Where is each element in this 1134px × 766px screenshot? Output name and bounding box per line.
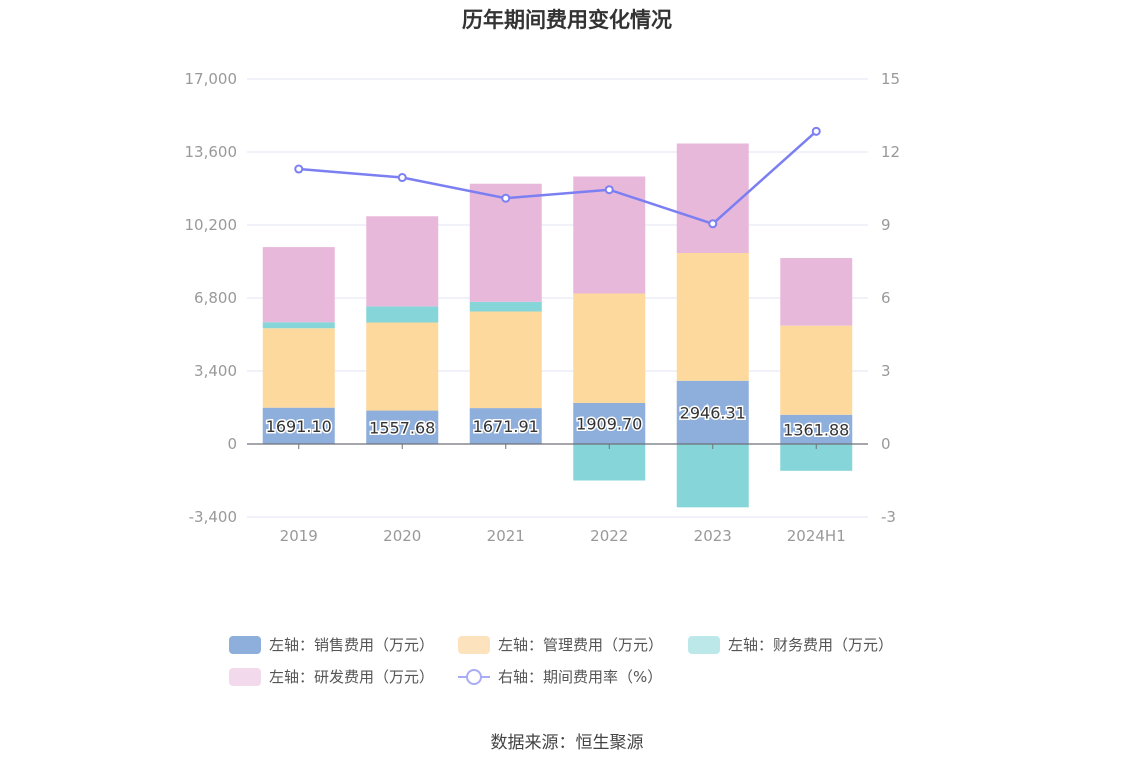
sales-data-label: 1557.68	[369, 418, 435, 437]
right-axis-tick-label: -3	[881, 508, 896, 526]
bar-finance-2023	[676, 444, 749, 508]
right-axis-tick-label: 0	[881, 435, 891, 453]
bar-admin-2023	[676, 252, 749, 381]
bar-admin-2024H1	[780, 325, 853, 415]
bar-sales-2023	[676, 380, 749, 444]
bar-sales-2021	[469, 408, 542, 444]
legend-swatch-sales	[229, 635, 261, 654]
left-axis-tick-label: 13,600	[185, 143, 238, 161]
sales-data-label: 1909.70	[576, 414, 642, 433]
bar-rd-2023	[676, 143, 749, 253]
bar-finance-2019	[262, 322, 335, 329]
bar-rd-2020	[366, 216, 439, 307]
bar-admin-2021	[469, 311, 542, 409]
legend-swatch-rate	[458, 668, 490, 686]
bar-sales-2022	[573, 402, 646, 444]
bar-sales-2024H1	[780, 414, 853, 444]
rate-line	[298, 130, 818, 226]
chart-title: 历年期间费用变化情况	[462, 8, 672, 32]
x-axis-tick-label: 2021	[487, 527, 525, 545]
bar-rd-2024H1	[780, 258, 853, 326]
right-axis-tick-label: 6	[881, 289, 891, 307]
bar-finance-2022	[573, 444, 646, 481]
rate-point	[811, 126, 821, 136]
legend-item-finance[interactable]: 左轴：财务费用（万元）	[688, 634, 893, 655]
bar-admin-2019	[262, 328, 335, 408]
right-axis-tick-label: 15	[881, 70, 900, 88]
left-axis-tick-label: 0	[227, 435, 237, 453]
legend-item-rate[interactable]: 右轴：期间费用率（%）	[458, 666, 662, 687]
bar-sales-2020	[366, 410, 439, 444]
bar-admin-2022	[573, 293, 646, 403]
x-axis-tick-label: 2022	[590, 527, 628, 545]
legend-label-admin: 左轴：管理费用（万元）	[498, 636, 664, 654]
legend-label-finance: 左轴：财务费用（万元）	[728, 636, 894, 654]
left-axis-tick-label: 17,000	[185, 70, 238, 88]
legend-label-rate: 右轴：期间费用率（%）	[498, 668, 663, 686]
bar-admin-2020	[366, 322, 439, 411]
rate-point	[397, 173, 407, 183]
legend-item-admin[interactable]: 左轴：管理费用（万元）	[458, 634, 663, 655]
bar-finance-2020	[366, 306, 439, 323]
x-axis-tick-label: 2023	[694, 527, 732, 545]
bar-finance-2021	[469, 301, 542, 312]
left-axis-tick-label: 6,800	[194, 289, 237, 307]
legend-item-sales[interactable]: 左轴：销售费用（万元）	[229, 634, 434, 655]
x-axis-tick-label: 2019	[280, 527, 318, 545]
right-axis-tick-label: 3	[881, 362, 891, 380]
left-axis-tick-label: 3,400	[194, 362, 237, 380]
chart-svg: 17,000 13,600 10,200 6,800 3,400 0 -3,400 15 12 9…	[185, 70, 901, 545]
left-axis-tick-label: 10,200	[185, 216, 238, 234]
bar-rd-2022	[573, 176, 646, 294]
rate-point	[294, 164, 304, 174]
bar-rd-2021	[469, 183, 542, 302]
x-axis-tick-label: 2020	[383, 527, 421, 545]
data-source: 数据来源：恒生聚源	[490, 733, 644, 753]
sales-data-label: 2946.31	[680, 403, 746, 422]
bar-rd-2019	[262, 247, 335, 323]
sales-data-label: 1691.10	[266, 417, 332, 436]
rate-point	[501, 193, 511, 203]
legend-swatch-admin	[458, 635, 490, 654]
left-axis-tick-label: -3,400	[189, 508, 237, 526]
x-axis-tick-label: 2024H1	[787, 527, 846, 545]
legend-item-rd[interactable]: 左轴：研发费用（万元）	[229, 666, 434, 687]
legend-label-rd: 左轴：研发费用（万元）	[269, 668, 435, 686]
rate-point	[708, 219, 718, 229]
legend-swatch-rd	[229, 667, 261, 686]
legend-swatch-finance	[688, 635, 720, 654]
bar-sales-2019	[262, 407, 335, 444]
sales-data-label: 1361.88	[783, 420, 849, 439]
right-axis-tick-label: 9	[881, 216, 891, 234]
sales-data-label: 1671.91	[473, 417, 539, 436]
right-axis-tick-label: 12	[881, 143, 900, 161]
rate-point	[604, 185, 614, 195]
legend-label-sales: 左轴：销售费用（万元）	[269, 636, 435, 654]
